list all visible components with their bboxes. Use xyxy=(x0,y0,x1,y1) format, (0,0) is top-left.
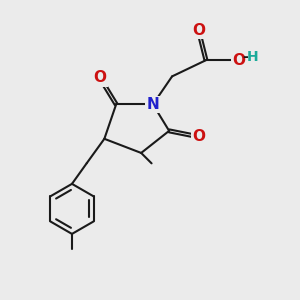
Text: O: O xyxy=(192,129,205,144)
Text: O: O xyxy=(93,70,106,86)
Text: O: O xyxy=(192,23,205,38)
Text: H: H xyxy=(247,50,258,64)
Text: -: - xyxy=(242,50,248,64)
Text: N: N xyxy=(147,97,159,112)
Text: O: O xyxy=(232,53,245,68)
